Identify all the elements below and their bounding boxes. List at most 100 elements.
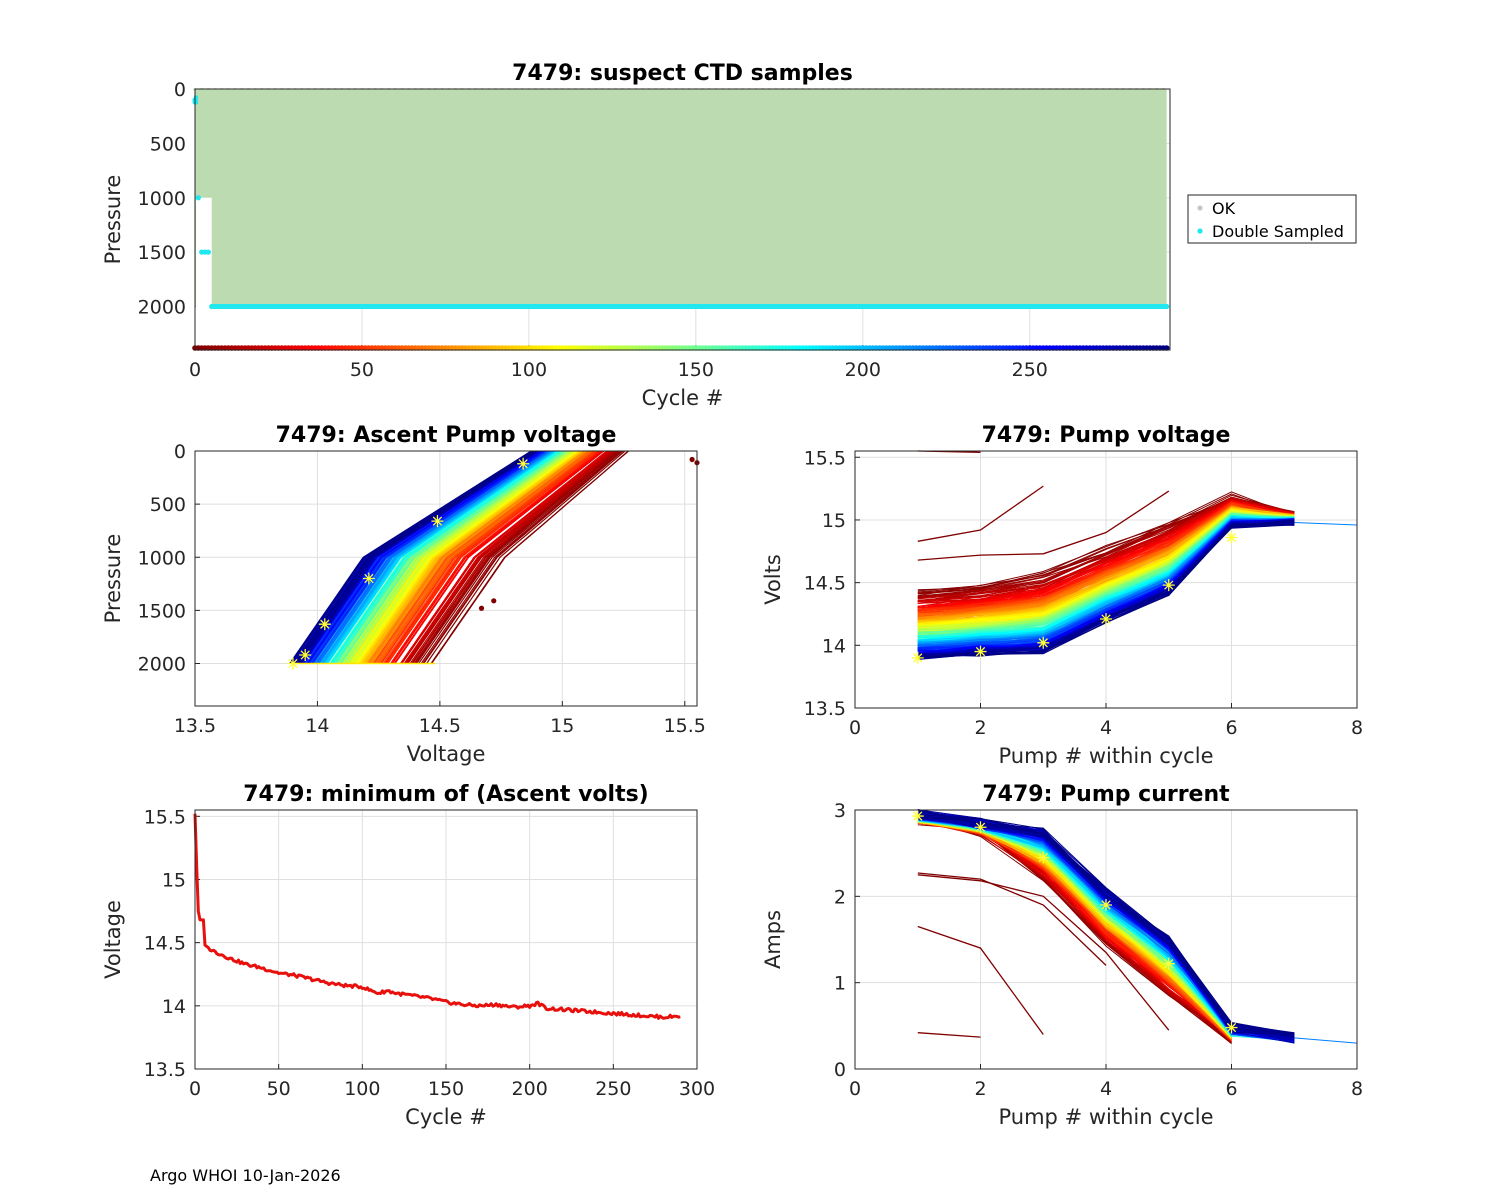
ok-sample-point xyxy=(473,87,478,92)
ok-sample-point xyxy=(941,87,945,92)
minimum-voltage-line xyxy=(193,813,681,1020)
x-tick-label: 4 xyxy=(1100,1078,1112,1100)
ascent-profile-line xyxy=(415,450,618,664)
x-axis-label: Pump # within cycle xyxy=(999,1105,1214,1129)
star-marker xyxy=(1225,531,1238,544)
ok-sample-point xyxy=(821,87,825,92)
ok-sample-point xyxy=(934,87,938,92)
chart-p4: 0 50 100 150 200 250 300 13.5 14 14.5 15 15.5 7479: … xyxy=(101,782,715,1129)
y-tick-label: 1500 xyxy=(138,242,186,264)
early-cycle-lines xyxy=(917,872,1170,1038)
y-tick-label: 0 xyxy=(174,79,186,101)
ascent-profile-line xyxy=(364,450,583,664)
y-tick-label: 14.5 xyxy=(804,573,846,595)
ok-samples xyxy=(193,87,1167,309)
y-axis-label: Volts xyxy=(761,554,785,605)
x-tick-label: 15 xyxy=(550,715,574,737)
ok-sample-point xyxy=(453,87,458,92)
ok-sample-point xyxy=(353,87,357,92)
ok-sample-point xyxy=(767,87,771,92)
ok-sample-point xyxy=(554,87,558,92)
ok-sample-point xyxy=(1081,87,1085,92)
ok-sample-point xyxy=(894,87,898,92)
ok-sample-point xyxy=(874,87,878,92)
star-marker xyxy=(974,645,987,658)
y-axis-label: Pressure xyxy=(101,534,125,624)
ascent-profile-line xyxy=(431,450,629,664)
x-tick-label: 300 xyxy=(679,1078,715,1100)
ascent-profile-line xyxy=(374,450,590,664)
ascent-profile-line xyxy=(358,450,579,664)
y-tick-label: 15.5 xyxy=(804,447,846,469)
ok-sample-point xyxy=(580,87,584,92)
chart-title: 7479: suspect CTD samples xyxy=(512,61,853,86)
ascent-profile-line xyxy=(331,450,560,664)
star-marker xyxy=(911,810,924,823)
outlier-point xyxy=(689,456,695,463)
ok-sample-point xyxy=(460,87,464,92)
ascent-profile-line xyxy=(371,450,588,664)
ok-sample-point xyxy=(707,87,711,92)
early-cycle-line xyxy=(917,925,1044,1035)
ok-sample-point xyxy=(794,87,798,92)
axes-frame xyxy=(854,809,1358,1070)
ascent-profile-line xyxy=(356,450,577,664)
ok-sample-point xyxy=(660,87,665,92)
ok-sample-point xyxy=(253,87,257,92)
ok-sample-point xyxy=(734,87,738,92)
latest-cycle-stars xyxy=(911,810,1238,1034)
ok-sample-point xyxy=(1148,87,1152,92)
ok-sample-point xyxy=(827,87,832,92)
x-tick-label: 2 xyxy=(974,717,986,739)
ok-sample-point xyxy=(500,87,504,92)
ok-sample-point xyxy=(680,87,685,92)
ok-sample-point xyxy=(1041,87,1045,92)
ok-sample-point xyxy=(560,87,564,92)
ok-sample-point xyxy=(200,87,204,92)
early-cycle-line xyxy=(917,490,1170,561)
ok-sample-point xyxy=(320,87,324,92)
ok-sample-point xyxy=(948,87,952,92)
star-marker xyxy=(1162,579,1175,592)
y-axis-label: Pressure xyxy=(101,175,125,265)
ok-sample-point xyxy=(527,87,531,92)
ok-sample-point xyxy=(587,87,591,92)
x-tick-label: 50 xyxy=(350,359,374,381)
star-marker xyxy=(362,572,375,585)
ascent-profile-line xyxy=(339,450,566,664)
ok-sample-point xyxy=(714,87,718,92)
ok-sample-point xyxy=(754,87,758,92)
ok-sample-point xyxy=(901,87,905,92)
y-tick-label: 500 xyxy=(150,133,186,155)
ok-sample-point xyxy=(674,87,678,92)
axes-frame xyxy=(194,88,1171,351)
ok-sample-point xyxy=(340,87,344,92)
chart-p5: 0 2 4 6 8 0 1 2 3 7479: Pump current Pump # within… xyxy=(761,782,1363,1129)
y-tick-label: 0 xyxy=(834,1059,846,1081)
ok-sample-point xyxy=(447,87,451,92)
ascent-profile-line xyxy=(403,450,610,664)
ok-sample-point xyxy=(1094,87,1099,92)
ok-sample-point xyxy=(367,87,371,92)
ascent-profile-line xyxy=(369,450,587,664)
ok-sample-point xyxy=(400,87,404,92)
ok-sample-point xyxy=(467,87,471,92)
cycle-0-samples xyxy=(195,89,199,198)
ascent-profile-line xyxy=(307,450,543,664)
ok-sample-point xyxy=(814,87,818,92)
ok-sample-point xyxy=(233,87,237,92)
ascent-profile-line xyxy=(407,450,613,664)
ok-sample-point xyxy=(1088,87,1092,92)
ok-sample-point xyxy=(761,87,765,92)
ascent-profile-line xyxy=(311,450,546,664)
ok-sample-point xyxy=(1048,87,1052,92)
x-tick-label: 0 xyxy=(189,359,201,381)
footer-credit: Argo WHOI 10-Jan-2026 xyxy=(150,1166,341,1185)
early-cycle-line xyxy=(917,874,1170,1031)
x-axis-label: Cycle # xyxy=(642,386,724,410)
ok-sample-point xyxy=(727,87,731,92)
ok-sample-point xyxy=(240,87,244,92)
ok-sample-point xyxy=(747,87,751,92)
plot-marks xyxy=(911,450,1358,664)
ok-sample-point xyxy=(687,87,691,92)
